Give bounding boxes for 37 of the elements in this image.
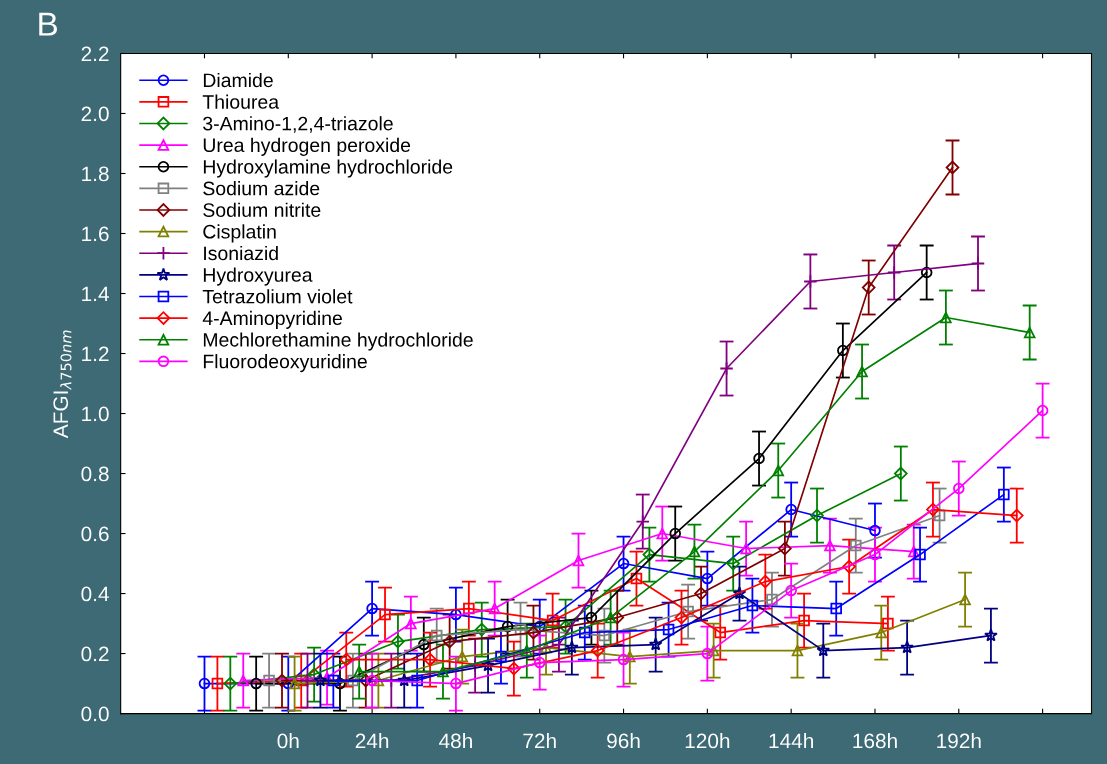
y-tick-label: 1.6 bbox=[82, 226, 109, 242]
legend-label: Urea hydrogen peroxide bbox=[203, 137, 411, 156]
legend-label: Fluorodeoxyuridine bbox=[203, 354, 367, 373]
y-tick-label: 0.6 bbox=[81, 526, 109, 542]
y-axis-title: AFGI$_{λ750nm}$ bbox=[53, 330, 72, 439]
legend-label: Hydroxylamine hydrochloride bbox=[203, 159, 453, 178]
legend-label: Cisplatin bbox=[203, 224, 276, 243]
legend-label: Sodium azide bbox=[203, 181, 320, 196]
x-tick-label: 192h bbox=[937, 733, 981, 749]
legend-label: 3-Amino-1,2,4-triazole bbox=[203, 116, 393, 133]
y-tick-label: 2.0 bbox=[81, 106, 109, 122]
x-tick-label: 168h bbox=[853, 733, 897, 749]
y-tick-label: 1.8 bbox=[82, 166, 109, 182]
y-tick-label: 1.0 bbox=[82, 406, 109, 422]
legend-label: Tetrazolium violet bbox=[202, 289, 353, 304]
x-tick-label: 0h bbox=[277, 733, 299, 749]
x-tick-label: 24h bbox=[355, 733, 389, 749]
y-tick-label: 1.4 bbox=[82, 286, 109, 302]
legend-label: Thiourea bbox=[202, 94, 280, 109]
legend-label: Isoniazid bbox=[204, 245, 278, 261]
legend-label: Hydroxyurea bbox=[203, 267, 313, 286]
y-tick-label: 1.2 bbox=[82, 346, 109, 362]
x-tick-label: 144h bbox=[769, 733, 813, 749]
legend-label: Diamide bbox=[203, 72, 273, 88]
y-tick-label: 0.8 bbox=[81, 466, 109, 482]
y-tick-label: 0.4 bbox=[81, 586, 109, 602]
y-tick-label: 0.0 bbox=[81, 706, 109, 722]
y-tick-label: 2.2 bbox=[81, 46, 109, 62]
x-tick-label: 96h bbox=[607, 733, 640, 749]
x-tick-label: 120h bbox=[685, 733, 730, 749]
y-tick-label: 0.2 bbox=[81, 646, 109, 662]
legend-label: Sodium nitrite bbox=[203, 202, 321, 217]
legend-label: 4-Aminopyridine bbox=[202, 310, 342, 329]
x-tick-label: 48h bbox=[439, 733, 472, 749]
text: B bbox=[39, 12, 57, 36]
x-tick-label: 72h bbox=[523, 733, 556, 749]
legend-label: Mechlorethamine hydrochloride bbox=[203, 332, 473, 351]
